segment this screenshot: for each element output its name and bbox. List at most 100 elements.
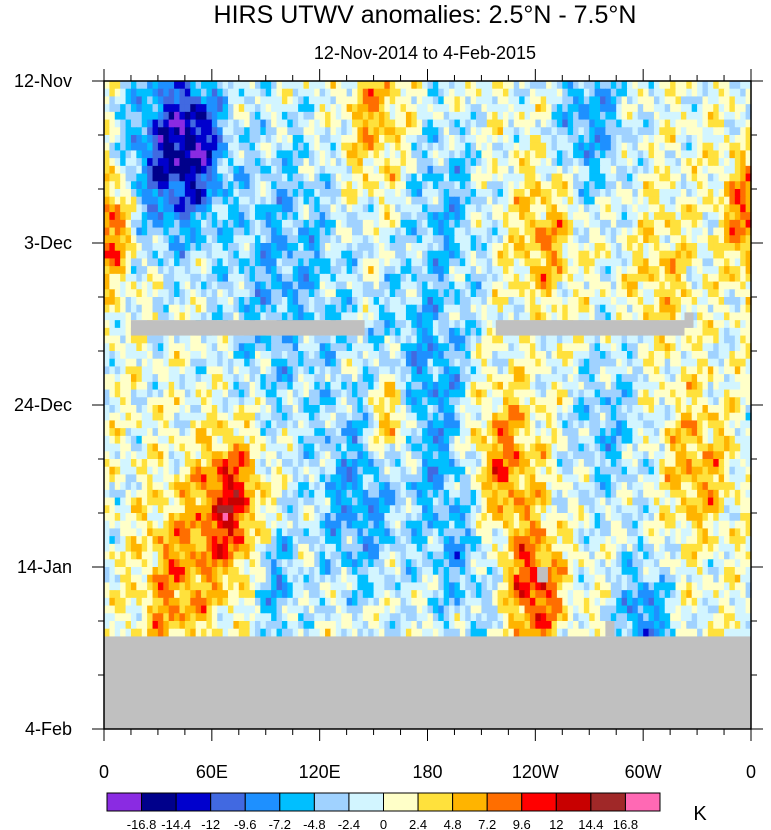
field-cell: [389, 381, 396, 391]
field-cell: [443, 243, 450, 252]
field-cell: [535, 381, 542, 391]
field-cell: [605, 111, 612, 121]
field-cell: [454, 135, 461, 144]
field-cell: [729, 327, 736, 337]
field-cell: [653, 127, 660, 136]
field-cell: [567, 289, 574, 298]
field-cell: [368, 88, 375, 98]
field-cell: [325, 119, 332, 128]
field-cell: [298, 297, 305, 306]
field-cell: [632, 158, 639, 167]
field-cell: [481, 243, 488, 252]
field-cell: [513, 119, 520, 128]
field-cell: [524, 158, 531, 167]
field-cell: [201, 243, 208, 252]
field-cell: [605, 335, 612, 344]
field-cell: [190, 366, 197, 375]
field-cell: [104, 135, 110, 144]
field-cell: [211, 96, 218, 105]
field-cell: [707, 235, 714, 244]
field-cell: [141, 258, 148, 267]
field-cell: [664, 343, 671, 352]
field-cell: [513, 258, 520, 267]
field-cell: [136, 335, 143, 344]
field-cell: [529, 165, 536, 175]
field-cell: [605, 289, 612, 298]
field-cell: [540, 150, 547, 159]
field-cell: [513, 381, 520, 391]
field-cell: [190, 312, 197, 321]
field-cell: [335, 335, 342, 344]
field-cell: [513, 273, 520, 283]
field-cell: [589, 312, 596, 321]
field-cell: [670, 258, 677, 267]
field-cell: [141, 281, 148, 290]
field-cell: [546, 88, 553, 98]
field-cell: [217, 235, 224, 244]
field-cell: [422, 374, 429, 383]
field-cell: [222, 81, 229, 90]
field-cell: [152, 304, 159, 314]
field-cell: [130, 142, 137, 152]
field-cell: [702, 135, 709, 144]
field-cell: [217, 204, 224, 213]
field-cell: [400, 235, 407, 244]
field-cell: [459, 273, 466, 283]
field-cell: [411, 142, 418, 152]
field-cell: [724, 88, 731, 98]
field-cell: [168, 343, 175, 352]
field-cell: [228, 250, 234, 260]
field-cell: [265, 196, 272, 206]
field-cell: [357, 96, 364, 105]
field-cell: [465, 173, 472, 182]
field-cell: [373, 250, 380, 260]
field-cell: [206, 381, 213, 391]
field-cell: [626, 219, 633, 229]
field-cell: [697, 189, 704, 198]
field-cell: [281, 312, 288, 321]
field-cell: [341, 374, 348, 383]
field-cell: [551, 150, 558, 159]
field-cell: [481, 343, 488, 352]
field-cell: [405, 88, 412, 98]
field-cell: [244, 381, 251, 391]
field-cell: [729, 366, 736, 375]
field-cell: [697, 343, 704, 352]
field-cell: [314, 374, 321, 383]
field-cell: [400, 343, 407, 352]
field-cell: [707, 320, 714, 329]
field-cell: [104, 250, 110, 260]
field-cell: [707, 158, 714, 167]
field-cell: [228, 273, 234, 283]
field-cell: [211, 281, 218, 290]
field-cell: [632, 212, 639, 221]
field-cell: [179, 374, 186, 383]
field-cell: [422, 196, 429, 206]
field-cell: [411, 351, 418, 360]
field-cell: [422, 81, 429, 90]
field-cell: [459, 142, 466, 152]
field-cell: [476, 312, 483, 321]
field-cell: [724, 381, 731, 391]
field-cell: [147, 266, 154, 275]
field-cell: [422, 389, 429, 398]
field-cell: [502, 374, 509, 383]
field-cell: [325, 235, 332, 244]
field-cell: [556, 165, 563, 175]
field-cell: [303, 96, 310, 105]
field-cell: [702, 119, 709, 128]
field-cell: [368, 150, 375, 159]
field-cell: [195, 173, 202, 182]
field-cell: [147, 397, 154, 406]
field-cell: [400, 297, 407, 306]
field-cell: [680, 227, 687, 236]
field-cell: [190, 351, 197, 360]
field-cell: [632, 150, 639, 159]
field-cell: [745, 88, 752, 98]
field-cell: [621, 335, 628, 344]
field-cell: [535, 243, 542, 252]
field-cell: [206, 135, 213, 144]
field-cell: [605, 219, 612, 229]
field-cell: [163, 212, 170, 221]
field-cell: [707, 243, 714, 252]
